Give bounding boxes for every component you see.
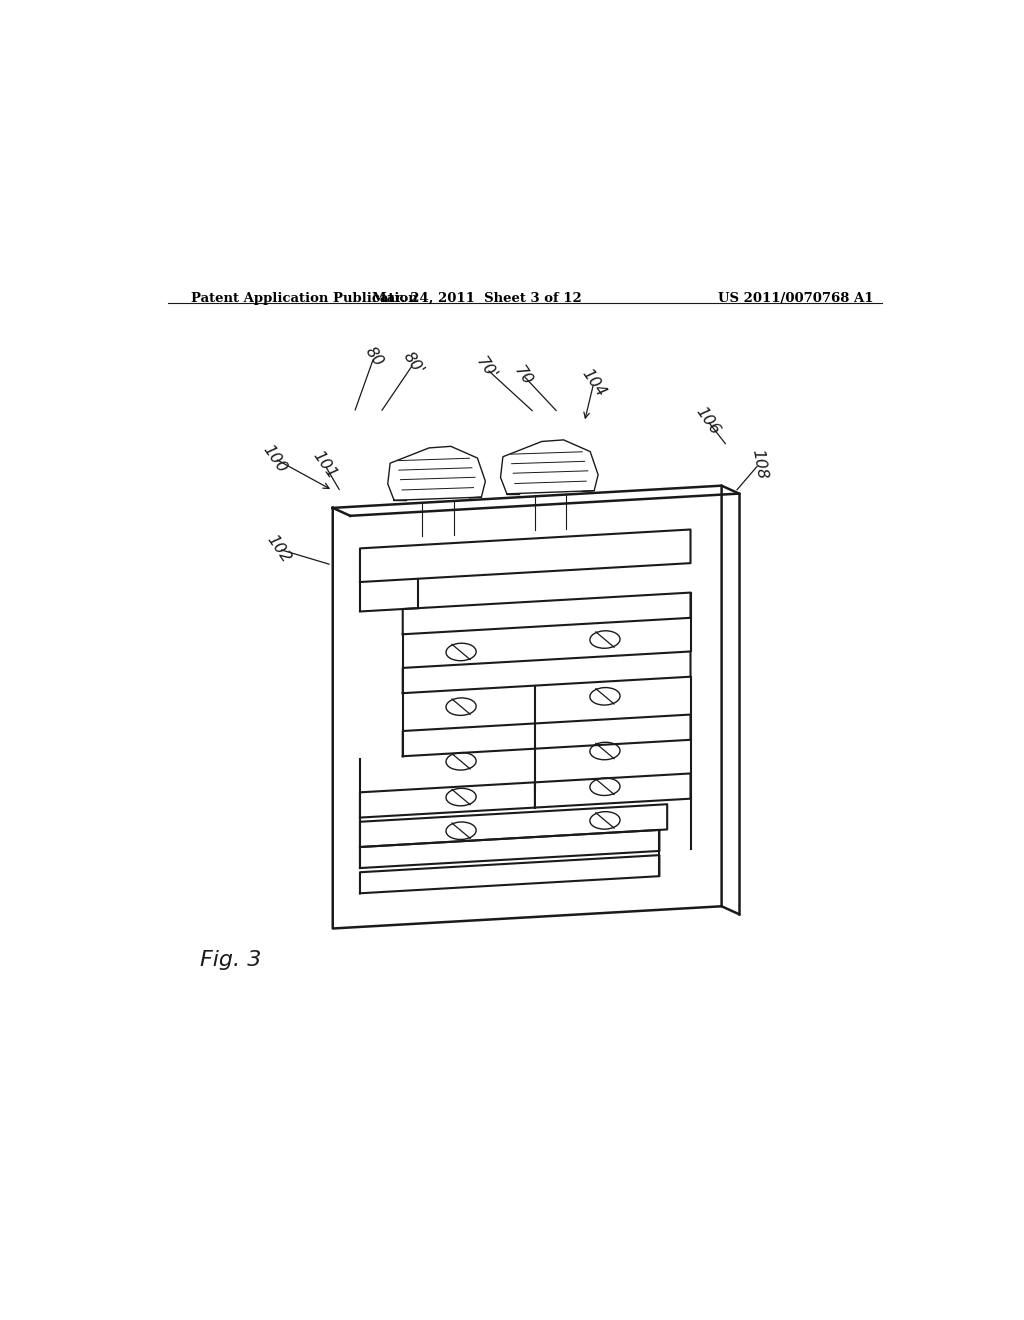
Text: Patent Application Publication: Patent Application Publication xyxy=(191,292,418,305)
Text: 106: 106 xyxy=(692,404,722,437)
Text: 100: 100 xyxy=(260,442,290,475)
Text: 70': 70' xyxy=(473,355,500,383)
Text: Fig. 3: Fig. 3 xyxy=(201,950,262,970)
Text: 102: 102 xyxy=(264,532,294,566)
Text: 101: 101 xyxy=(310,449,340,482)
Text: US 2011/0070768 A1: US 2011/0070768 A1 xyxy=(719,292,873,305)
Text: 80': 80' xyxy=(400,348,427,378)
Text: 80: 80 xyxy=(362,345,386,370)
Text: 70: 70 xyxy=(511,363,536,388)
Text: 104: 104 xyxy=(579,366,608,399)
Text: 108: 108 xyxy=(749,447,769,480)
Text: Mar. 24, 2011  Sheet 3 of 12: Mar. 24, 2011 Sheet 3 of 12 xyxy=(373,292,582,305)
